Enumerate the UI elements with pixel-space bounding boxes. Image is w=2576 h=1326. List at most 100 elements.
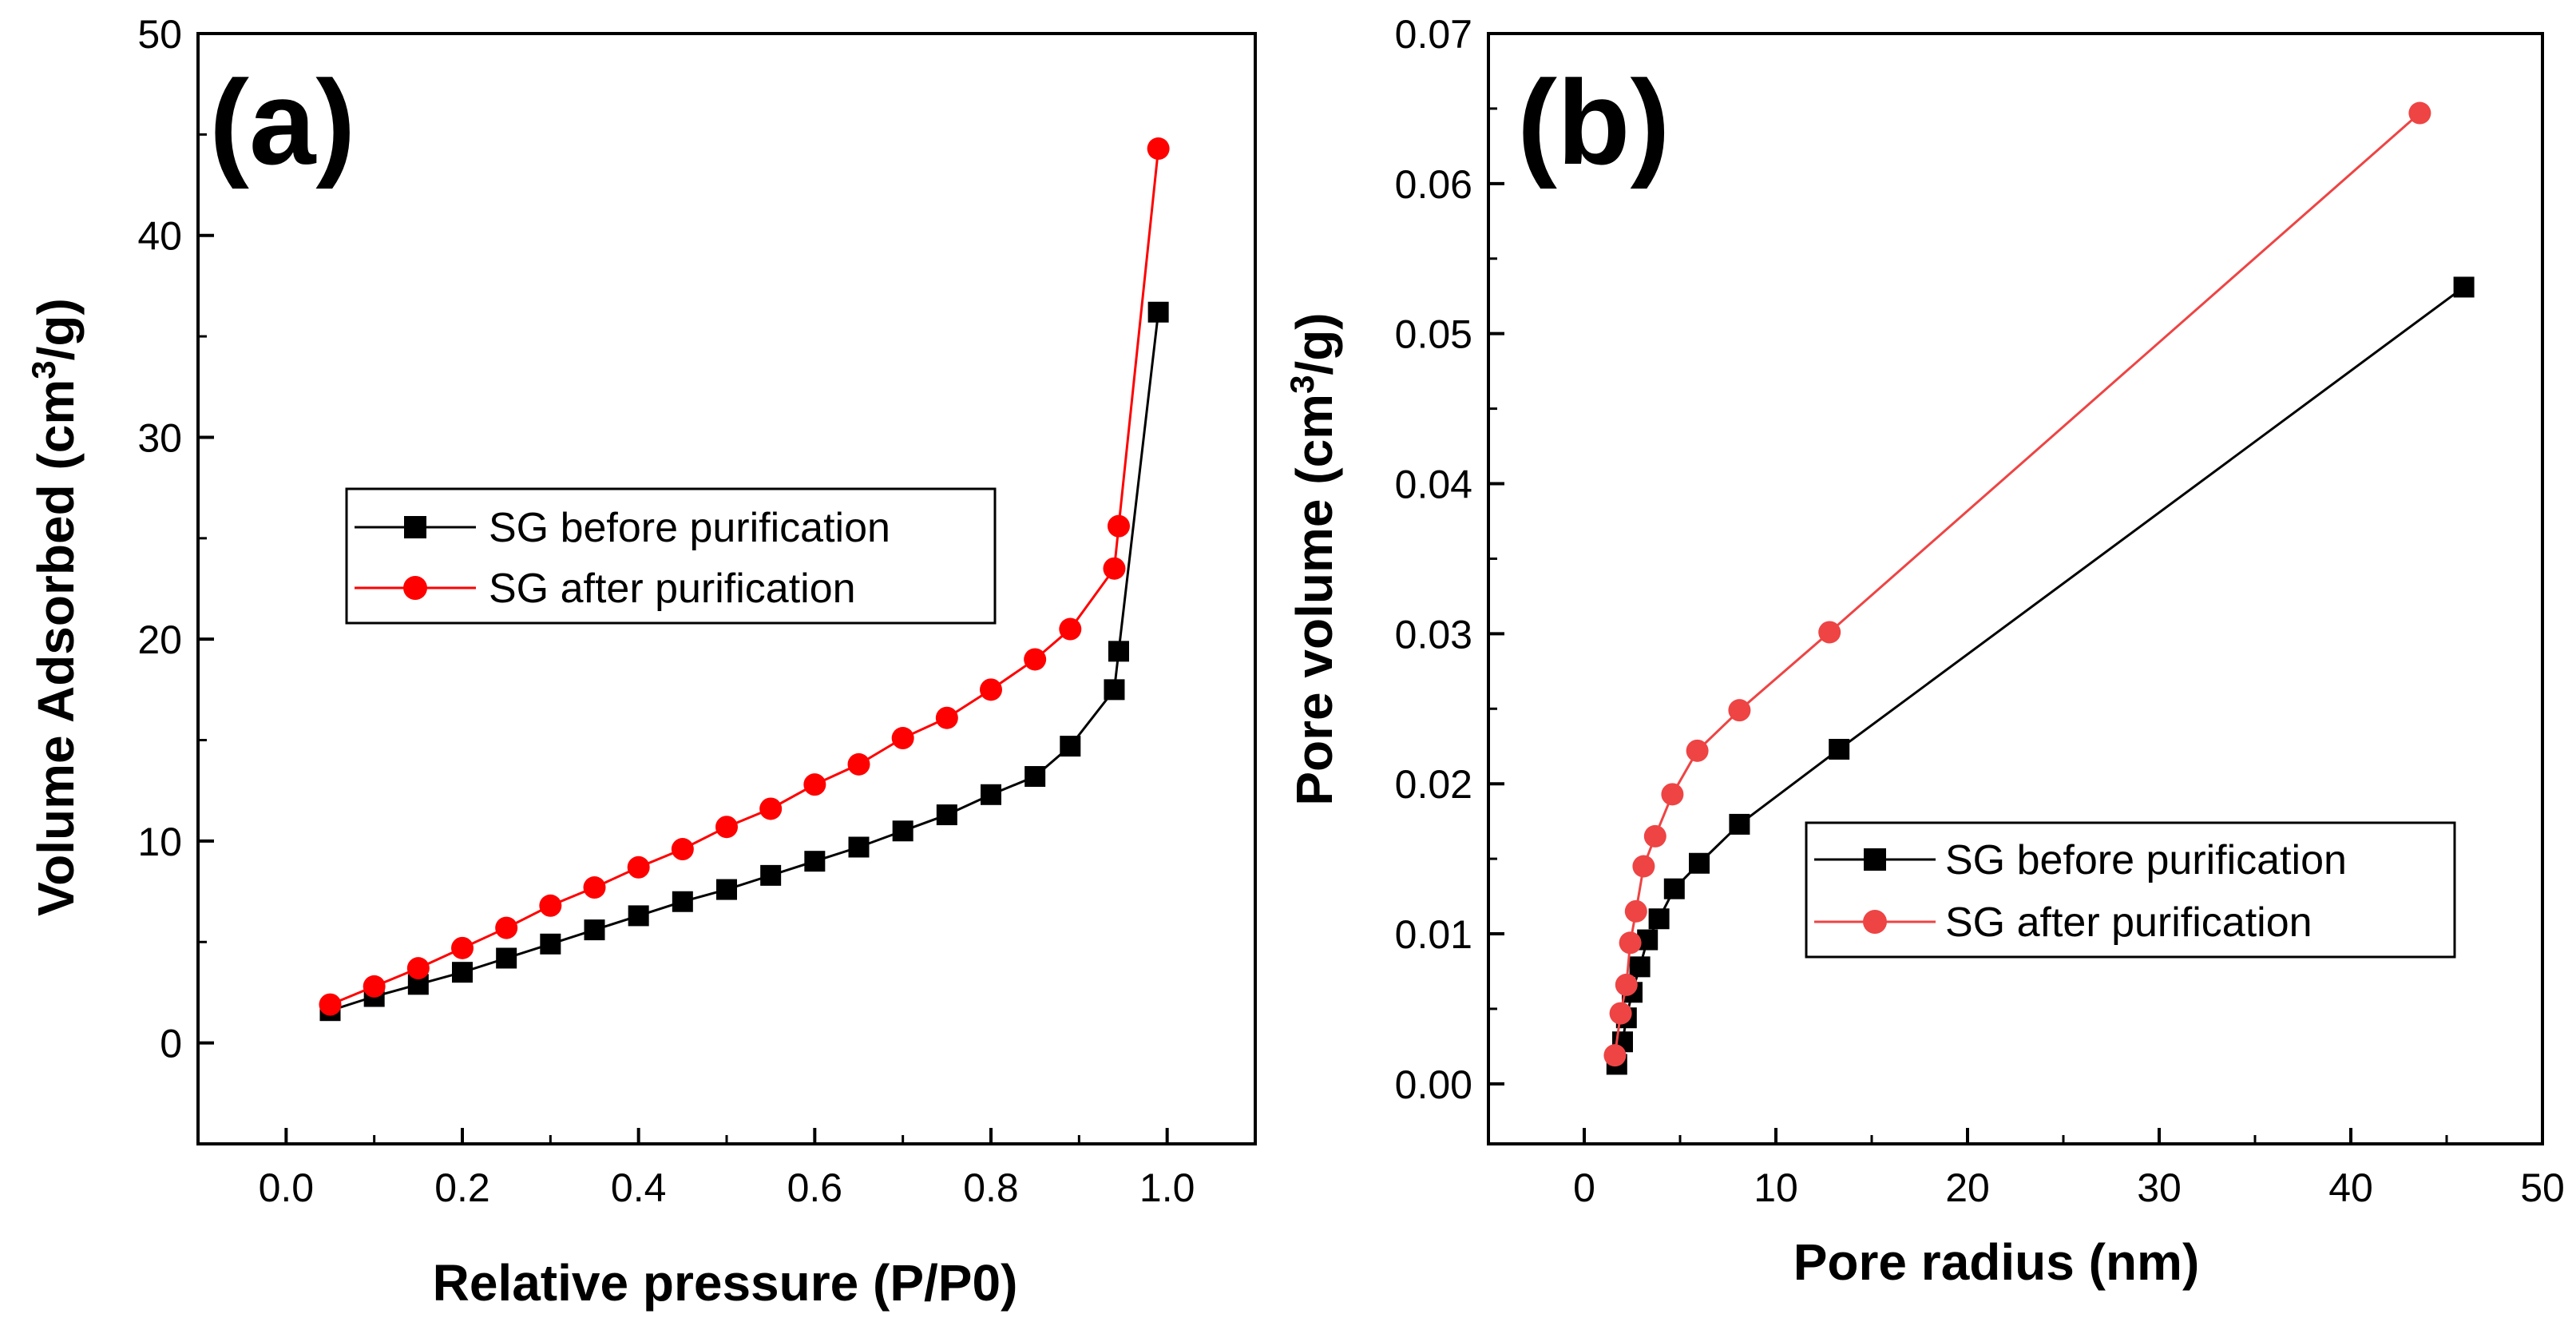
panel-a-series-after-point — [1024, 648, 1047, 671]
panel-b-y-tick-label: 0.03 — [1395, 612, 1472, 657]
panel-a-series-before-point — [584, 919, 605, 941]
panel-a-legend-box — [345, 487, 997, 625]
panel-a-series-before-point — [760, 864, 782, 886]
panel-a-y-tick-label: 10 — [137, 820, 182, 864]
panel-a-series-after-point — [847, 752, 870, 776]
panel-b-series-after-point — [1686, 739, 1709, 762]
panel-b-y-axis-title: Pore volume (cm3/g) — [1283, 312, 1344, 805]
panel-a-series-after-point — [1147, 137, 1170, 161]
panel-a-series-after-point — [759, 797, 783, 820]
panel-a-x-axis-title: Relative pressure (P/P0) — [433, 1254, 1018, 1312]
panel-a-series-after-point — [451, 936, 474, 959]
panel-a-y-title-main: Volume Adsorbed (cm — [27, 379, 85, 916]
panel-a-series-after-point — [980, 678, 1002, 701]
panel-b-series-after-point — [1609, 1002, 1632, 1025]
panel-a-x-tick-label: 0.6 — [787, 1165, 843, 1210]
panel-b-series-before-point — [1648, 908, 1670, 930]
panel-b-series-after-point — [1661, 783, 1684, 806]
panel-a-series-after-point — [1059, 617, 1082, 641]
panel-a-series-after-point — [1107, 514, 1130, 538]
panel-a-y-title-sup: 3 — [25, 360, 62, 379]
panel-a-series-after-point — [1103, 557, 1126, 580]
panel-a-series-after-point — [891, 727, 914, 750]
panel-a-series-after-point — [935, 706, 958, 729]
panel-b-x-tick-label: 10 — [1754, 1165, 1798, 1210]
panel-a-series-before-point — [496, 947, 517, 969]
panel-b-series-after-point — [1603, 1044, 1627, 1067]
panel-b-legend-marker-before — [1864, 848, 1886, 871]
panel-a-x-tick-label: 0.0 — [259, 1165, 315, 1210]
panel-a-series-after-point — [539, 894, 562, 917]
panel-b-series-after-point — [1632, 855, 1655, 878]
panel-a-y-title-tail: /g) — [27, 298, 85, 360]
panel-a-y-tick-label: 50 — [137, 12, 182, 57]
panel-b-x-tick-label: 20 — [1945, 1165, 1990, 1210]
panel-b-series-before-point — [2453, 276, 2475, 298]
panel-a-series-after-point — [583, 876, 606, 899]
panel-b-series-before-point — [1689, 852, 1710, 874]
panel-b-legend-label-after: SG after purification — [1945, 899, 2312, 946]
panel-a-series-before-point — [981, 784, 1001, 805]
panel-b-series-after-point — [1818, 621, 1841, 644]
panel-a-x-tick-label: 0.2 — [434, 1165, 490, 1210]
panel-b-y-tick-label: 0.04 — [1395, 463, 1472, 507]
panel-b-series-before-point — [1829, 738, 1850, 760]
panel-a-series-after-point — [671, 838, 694, 861]
panel-a-y-axis-title: Volume Adsorbed (cm3/g) — [25, 298, 85, 916]
panel-b-legend-box — [1805, 821, 2456, 959]
panel-a-legend-marker-after — [403, 576, 427, 600]
panel-b-series-after-point — [1615, 973, 1638, 996]
panel-a-series-before-point — [1104, 679, 1125, 701]
panel-a-legend-label-before: SG before purification — [489, 505, 890, 551]
panel-a-series-before-point — [892, 820, 913, 842]
panel-a-series-before-point — [452, 962, 473, 983]
panel-b-series-after-point — [1624, 899, 1647, 923]
panel-b-series-before-point — [1729, 813, 1750, 835]
panel-a-series-before-point — [936, 804, 957, 826]
panel-b-y-tick-label: 0.00 — [1395, 1062, 1472, 1107]
panel-a-series-after-point — [319, 993, 342, 1016]
panel-a-series-before-point — [716, 879, 737, 900]
panel-b-y-tick-label: 0.06 — [1395, 162, 1472, 207]
chart-panel-a: (a) Relative pressure (P/P0) Volume Adso… — [25, 12, 1257, 1312]
panel-b-series-after-point — [1643, 824, 1666, 848]
panel-a-series-before-point — [848, 836, 870, 858]
panel-a-series-before-point — [1024, 766, 1046, 788]
panel-a-legend-label-after: SG after purification — [489, 566, 856, 612]
panel-a-series-before-point — [804, 851, 826, 872]
panel-b-frame — [1487, 32, 2544, 1145]
panel-b-x-tick-label: 30 — [2137, 1165, 2182, 1210]
panel-b-y-title-tail: /g) — [1286, 312, 1343, 375]
panel-b-y-title-sup: 3 — [1283, 375, 1321, 394]
panel-a-series-before-point — [672, 891, 693, 912]
panel-b-legend-label-before: SG before purification — [1945, 837, 2347, 883]
chart-panel-b: (b) Pore radius (nm) Pore volume (cm3/g)… — [1283, 12, 2565, 1291]
panel-a-x-tick-label: 0.8 — [963, 1165, 1019, 1210]
panel-a-series-after-point — [495, 916, 518, 939]
panel-b-series-after-point — [1619, 931, 1642, 955]
panel-b-series-before-point — [1663, 878, 1685, 899]
panel-b-series-before-point — [1629, 956, 1651, 978]
panel-a-series-before-point — [540, 933, 561, 955]
panel-a-x-tick-label: 0.4 — [611, 1165, 667, 1210]
panel-b-legend-marker-after — [1863, 910, 1887, 934]
panel-a-series-after-point — [715, 816, 738, 839]
panel-a-series-before-point — [1147, 301, 1169, 323]
panel-a-y-tick-label: 0 — [160, 1022, 182, 1066]
panel-b-tag: (b) — [1517, 55, 1670, 189]
panel-a-series-after-point — [406, 957, 430, 980]
panel-a-x-tick-label: 1.0 — [1139, 1165, 1195, 1210]
panel-a-legend: SG before purification SG after purifica… — [345, 487, 997, 625]
panel-b-y-tick-label: 0.07 — [1395, 12, 1472, 57]
panel-a-y-tick-label: 20 — [137, 617, 182, 662]
panel-b-y-tick-label: 0.05 — [1395, 312, 1472, 357]
panel-b-x-tick-label: 40 — [2328, 1165, 2373, 1210]
panel-a-legend-marker-before — [404, 516, 426, 538]
panel-b-y-tick-label: 0.01 — [1395, 912, 1472, 957]
panel-b-x-tick-label: 50 — [2520, 1165, 2565, 1210]
panel-b-x-axis-title: Pore radius (nm) — [1793, 1233, 2200, 1291]
panel-b-series-after-point — [1728, 699, 1751, 722]
panel-b-series-after-point — [2408, 101, 2431, 125]
